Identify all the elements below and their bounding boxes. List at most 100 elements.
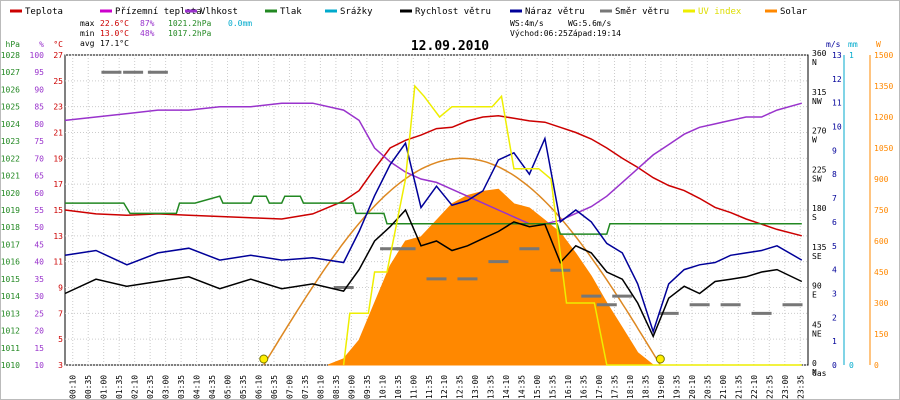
x-tick-label: 04:35 xyxy=(208,375,217,399)
x-tick-group: 17:35 xyxy=(611,375,620,399)
direction-tick: 45 xyxy=(812,320,822,329)
x-tick-group: 06:35 xyxy=(270,375,279,399)
pressure-axis-tick: 1014 xyxy=(1,292,20,301)
chart-title: 12.09.2010 xyxy=(411,39,489,54)
x-tick-label: 08:10 xyxy=(316,375,325,399)
x-tick-label: 22:35 xyxy=(765,375,774,399)
x-tick-label: 12:10 xyxy=(440,375,449,399)
x-tick-label: 02:35 xyxy=(146,375,155,399)
wind-speed-line xyxy=(64,208,803,339)
x-tick-label: 06:10 xyxy=(254,375,263,399)
x-tick-label: 05:00 xyxy=(224,375,233,399)
humidity-axis-tick: 40 xyxy=(34,258,44,267)
humidity-axis-tick: 10 xyxy=(34,361,44,370)
pressure-axis-tick: 1016 xyxy=(1,258,20,267)
x-tick-group: 04:10 xyxy=(193,375,202,399)
solar-axis-unit: W xyxy=(876,40,881,49)
legend-label: Rychlost větru xyxy=(415,7,491,17)
pressure-axis-tick: 1010 xyxy=(1,361,20,370)
x-tick-label: 11:00 xyxy=(409,375,418,399)
solar-area xyxy=(327,188,654,366)
x-tick-label: 16:35 xyxy=(580,375,589,399)
temperature-axis-tick: 25 xyxy=(53,77,63,86)
x-tick-label: 12:35 xyxy=(456,375,465,399)
sunrise-info: Východ:06:25 xyxy=(510,29,568,38)
x-tick-group: 22:10 xyxy=(750,375,759,399)
x-tick-group: 22:35 xyxy=(765,375,774,399)
temperature-axis-tick: 5 xyxy=(58,335,63,344)
sunset-info: Západ:19:14 xyxy=(568,29,621,38)
wind-axis-tick: 10 xyxy=(832,123,842,132)
sunset-marker xyxy=(655,354,665,364)
legend-label: Tlak xyxy=(280,7,302,17)
x-tick-group: 10:35 xyxy=(394,375,403,399)
wind-axis-tick: 1 xyxy=(832,337,837,346)
temperature-line xyxy=(64,114,802,237)
x-tick-label: 00:35 xyxy=(84,375,93,399)
x-tick-group: 10:10 xyxy=(378,375,387,399)
x-tick-group: 23:35 xyxy=(796,375,805,399)
x-tick-group: 21:35 xyxy=(734,375,743,399)
x-tick-label: 10:10 xyxy=(378,375,387,399)
x-tick-group: 13:00 xyxy=(471,375,480,399)
wind-gust-line xyxy=(64,135,803,335)
x-tick-label: 02:10 xyxy=(131,375,140,399)
stat-value: min xyxy=(80,29,95,38)
humidity-axis-tick: 80 xyxy=(34,120,44,129)
wind-gust-info: WG:5.6m/s xyxy=(568,19,612,28)
pressure-axis-tick: 1025 xyxy=(1,103,20,112)
temperature-axis-tick: 11 xyxy=(53,258,63,267)
temperature-axis-tick: 17 xyxy=(53,180,63,189)
wind-axis-tick: 9 xyxy=(832,146,837,155)
x-tick-group: 12:35 xyxy=(456,375,465,399)
solar-axis-tick: 900 xyxy=(874,175,889,184)
legend-label: Náraz větru xyxy=(525,7,585,17)
direction-compass: SE xyxy=(812,252,822,261)
x-tick-label: 18:35 xyxy=(641,375,650,399)
uv-index-line xyxy=(342,84,802,366)
x-tick-label: 14:35 xyxy=(518,375,527,399)
temperature-axis-tick: 23 xyxy=(53,103,63,112)
wind-axis-tick: 6 xyxy=(832,218,837,227)
legend-label: Solar xyxy=(780,7,808,17)
pressure-axis-unit: hPa xyxy=(6,40,21,49)
direction-tick: 0 xyxy=(812,359,817,368)
x-tick-label: 23:35 xyxy=(796,375,805,399)
x-tick-group: 07:35 xyxy=(301,375,310,399)
direction-compass: NW xyxy=(812,97,822,106)
x-tick-group: 05:35 xyxy=(239,375,248,399)
axes: hPa1028102710261025102410231022102110201… xyxy=(1,40,894,399)
humidity-axis-tick: 20 xyxy=(34,327,44,336)
solar-axis-tick: 1200 xyxy=(874,113,893,122)
temperature-axis-tick: 21 xyxy=(53,129,63,138)
pressure-axis-tick: 1017 xyxy=(1,240,20,249)
x-tick-group: 20:35 xyxy=(703,375,712,399)
wind-axis-tick: 0 xyxy=(832,361,837,370)
x-tick-group: 02:10 xyxy=(131,375,140,399)
x-tick-group: 12:10 xyxy=(440,375,449,399)
humidity-axis-tick: 60 xyxy=(34,189,44,198)
humidity-axis-tick: 65 xyxy=(34,172,44,181)
solar-axis-tick: 450 xyxy=(874,268,889,277)
x-tick-group: 05:00 xyxy=(224,375,233,399)
humidity-axis-tick: 100 xyxy=(30,51,45,60)
x-tick-group: 09:35 xyxy=(363,375,372,399)
solar-axis-tick: 1050 xyxy=(874,144,893,153)
x-tick-label: 16:10 xyxy=(564,375,573,399)
legend-label: Vlhkost xyxy=(200,7,238,17)
solar-axis-tick: 300 xyxy=(874,299,889,308)
temperature-axis-tick: 19 xyxy=(53,154,63,163)
pressure-axis-tick: 1023 xyxy=(1,137,20,146)
x-tick-group: 01:00 xyxy=(100,375,109,399)
direction-tick: 180 xyxy=(812,204,827,213)
x-tick-group: 20:10 xyxy=(688,375,697,399)
x-tick-group: 16:35 xyxy=(580,375,589,399)
rain-axis-unit: mm xyxy=(848,40,858,49)
x-tick-group: 07:00 xyxy=(285,375,294,399)
wind-axis-tick: 12 xyxy=(832,75,842,84)
stats-block: max 22.6°C 87% 1021.2hPa 0.0mm min 13.0°C 48% 10… xyxy=(80,19,621,48)
wind-axis-unit: m/s xyxy=(826,40,841,49)
x-tick-label: 03:35 xyxy=(177,375,186,399)
x-tick-group: 06:10 xyxy=(254,375,263,399)
pressure-line xyxy=(65,195,802,235)
